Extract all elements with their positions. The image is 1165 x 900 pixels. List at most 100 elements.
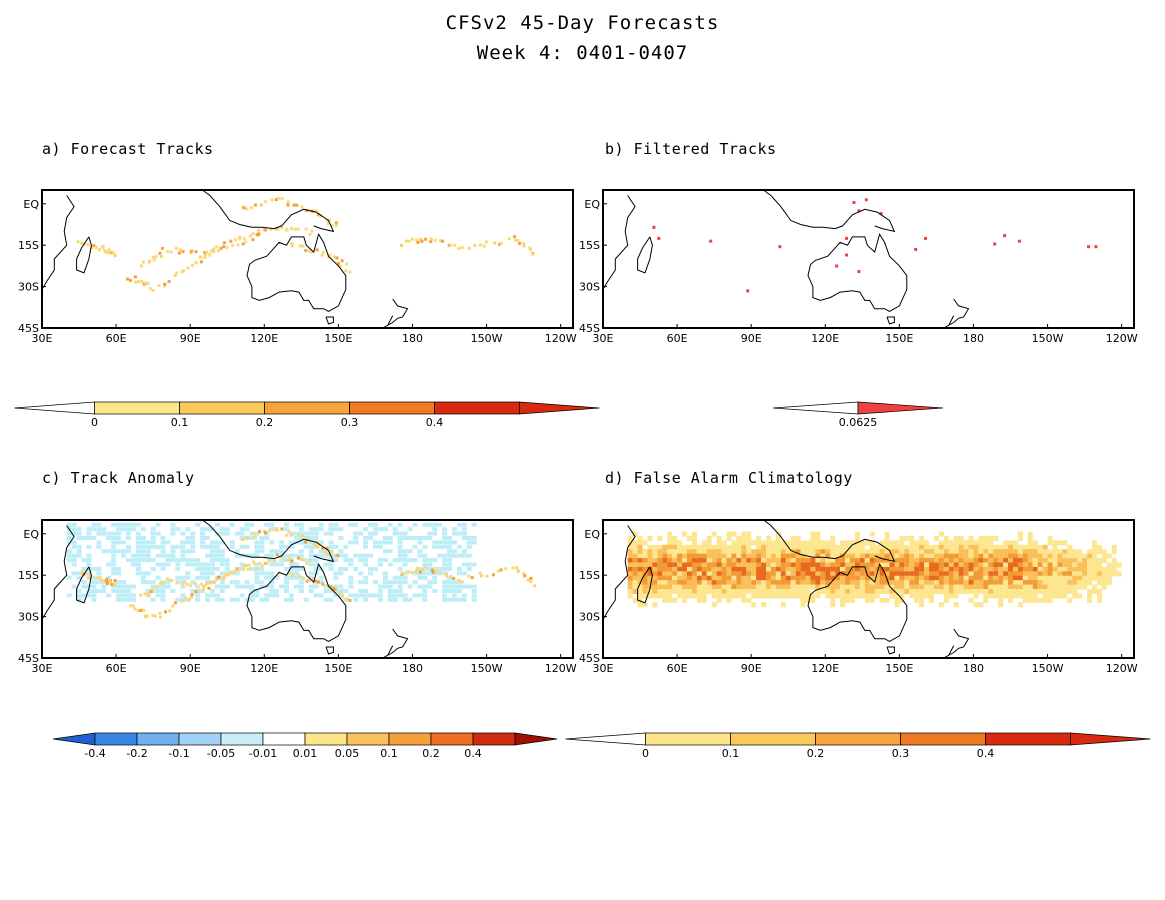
anomaly-cell <box>456 580 462 585</box>
anomaly-cell <box>125 593 131 598</box>
climatology-cell <box>859 575 865 581</box>
anomaly-cell <box>86 593 92 598</box>
climatology-cell <box>968 536 974 542</box>
climatology-cell <box>672 589 678 594</box>
climatology-cell <box>1052 553 1058 559</box>
climatology-cell <box>716 597 722 603</box>
anomaly-cell <box>140 571 146 576</box>
climatology-cell <box>859 553 865 559</box>
climatology-cell <box>795 553 801 559</box>
track-dot <box>480 574 484 578</box>
anomaly-cell <box>284 589 290 593</box>
anomaly-cell <box>308 536 314 541</box>
climatology-cell <box>800 566 806 572</box>
climatology-cell <box>879 553 885 559</box>
climatology-cell <box>741 589 747 594</box>
anomaly-cell <box>116 566 122 571</box>
anomaly-cell <box>96 540 102 545</box>
anomaly-cell <box>185 562 191 567</box>
climatology-cell <box>795 536 801 542</box>
anomaly-cell <box>180 575 186 580</box>
climatology-cell <box>864 575 870 581</box>
anomaly-cell <box>111 531 117 536</box>
climatology-cell <box>790 558 796 564</box>
climatology-cell <box>953 580 959 586</box>
climatology-cell <box>741 566 747 572</box>
anomaly-cell <box>150 531 156 536</box>
climatology-cell <box>849 553 855 559</box>
anomaly-cell <box>259 536 265 541</box>
climatology-cell <box>652 580 658 586</box>
climatology-cell <box>677 549 683 555</box>
anomaly-cell <box>466 536 472 541</box>
anomaly-cell <box>451 553 457 558</box>
climatology-cell <box>874 549 880 555</box>
climatology-cell <box>924 566 930 572</box>
climatology-cell <box>805 544 811 550</box>
climatology-cell <box>938 531 944 537</box>
anomaly-cell <box>180 531 186 536</box>
track-dot <box>154 255 158 259</box>
anomaly-cell <box>229 580 235 585</box>
climatology-cell <box>899 584 905 590</box>
climatology-cell <box>770 540 776 546</box>
climatology-cell <box>672 575 678 581</box>
climatology-cell <box>632 553 638 559</box>
climatology-cell <box>909 536 915 542</box>
track-dot <box>341 595 345 599</box>
climatology-cell <box>647 589 653 594</box>
anomaly-cell <box>66 575 72 580</box>
climatology-cell <box>810 540 816 546</box>
climatology-cell <box>1042 584 1048 590</box>
climatology-cell <box>840 602 846 608</box>
track-dot <box>197 589 201 593</box>
anomaly-cell <box>323 597 329 602</box>
climatology-cell <box>869 589 875 594</box>
track-dot <box>258 530 262 534</box>
anomaly-cell <box>422 593 428 598</box>
climatology-cell <box>973 575 979 581</box>
climatology-cell <box>766 558 772 564</box>
anomaly-cell <box>125 589 131 593</box>
anomaly-cell <box>140 558 146 563</box>
climatology-cell <box>929 584 935 590</box>
climatology-cell <box>1096 575 1102 581</box>
climatology-cell <box>1047 571 1053 577</box>
anomaly-cell <box>442 597 448 602</box>
climatology-cell <box>662 593 668 599</box>
climatology-cell <box>647 593 653 599</box>
anomaly-cell <box>71 544 77 549</box>
climatology-cell <box>790 562 796 568</box>
climatology-cell <box>647 566 653 572</box>
climatology-cell <box>1003 571 1009 577</box>
climatology-cell <box>721 549 727 555</box>
anomaly-cell <box>81 558 87 563</box>
climatology-cell <box>756 562 762 568</box>
climatology-cell <box>1042 593 1048 599</box>
climatology-cell <box>731 544 737 550</box>
track-dot <box>190 595 194 599</box>
anomaly-cell <box>111 536 117 541</box>
track-dot <box>107 248 111 252</box>
anomaly-cell <box>461 527 467 532</box>
anomaly-cell <box>219 580 225 585</box>
track-dot <box>205 250 209 254</box>
anomaly-cell <box>288 571 294 576</box>
anomaly-cell <box>239 562 245 567</box>
climatology-cell <box>973 562 979 568</box>
climatology-cell <box>919 558 925 564</box>
climatology-cell <box>1092 566 1098 572</box>
climatology-cell <box>899 580 905 586</box>
climatology-cell <box>1101 558 1107 564</box>
track-dot <box>177 251 181 255</box>
anomaly-cell <box>363 593 369 598</box>
climatology-cell <box>672 553 678 559</box>
climatology-cell <box>726 549 732 555</box>
climatology-cell <box>672 562 678 568</box>
climatology-cell <box>706 589 712 594</box>
anomaly-cell <box>363 562 369 567</box>
climatology-cell <box>978 580 984 586</box>
climatology-cell <box>1012 571 1018 577</box>
anomaly-cell <box>150 544 156 549</box>
climatology-cell <box>800 575 806 581</box>
